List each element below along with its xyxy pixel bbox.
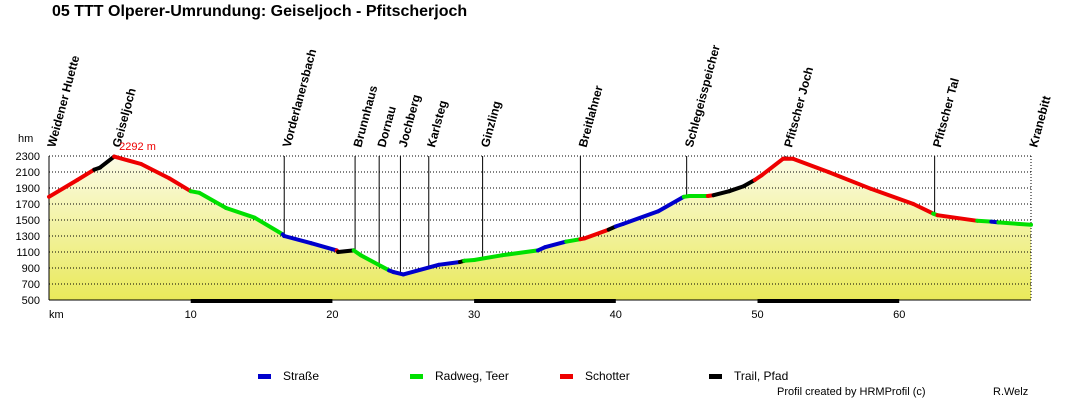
waypoint-label: Dornau <box>375 105 399 149</box>
footer-credit: Profil created by HRMProfil (c) <box>777 386 926 398</box>
legend-label-schotter: Schotter <box>585 369 630 383</box>
profile-segment-black <box>98 154 117 170</box>
legend-item-radweg: Radweg, Teer <box>410 369 509 383</box>
profile-segment-green <box>358 253 392 273</box>
legend-label-radweg: Radweg, Teer <box>435 369 509 383</box>
x-tick-label: 40 <box>610 309 622 321</box>
profile-segment-green <box>996 220 1033 227</box>
profile-segment-black <box>741 178 757 189</box>
legend-label-trail: Trail, Pfad <box>734 369 789 383</box>
y-tick-label: 2300 <box>16 151 40 163</box>
profile-segment-red <box>868 186 916 206</box>
profile-segment-black <box>336 248 356 254</box>
x-scale-bar <box>474 299 616 303</box>
y-tick-label: 1100 <box>16 247 40 259</box>
x-scale-bar <box>757 299 900 303</box>
x-axis-label: km <box>49 309 64 321</box>
profile-segment-red <box>759 156 785 178</box>
waypoint-label: Schlegeisspeicher <box>682 43 723 149</box>
y-axis-label: hm <box>18 133 33 145</box>
profile-segment-blue <box>309 241 339 253</box>
profile-segment-blue <box>401 262 441 277</box>
profile-segment-blue <box>436 260 462 267</box>
profile-segment-green <box>472 253 505 262</box>
profile-segment-red <box>935 213 980 223</box>
y-tick-label: 1500 <box>16 215 40 227</box>
waypoint-label: Vorderlanersbach <box>280 47 320 148</box>
profile-segment-black <box>727 184 746 194</box>
y-tick-label: 1900 <box>16 183 40 195</box>
profile-segment-red <box>47 178 80 199</box>
profile-segment-black <box>711 189 732 198</box>
x-tick-label: 20 <box>326 309 338 321</box>
legend-item-schotter: Schotter <box>560 369 630 383</box>
y-tick-label: 1300 <box>16 231 40 243</box>
profile-segment-red <box>139 162 172 181</box>
y-tick-label: 700 <box>22 279 40 291</box>
profile-segment-red <box>582 227 611 241</box>
waypoint-label: Jochberg <box>396 93 424 149</box>
profile-segment-green <box>252 215 285 237</box>
y-tick-label: 1700 <box>16 199 40 211</box>
profile-segment-green <box>975 218 994 224</box>
profile-segment-blue <box>282 234 314 246</box>
profile-area <box>49 156 1031 300</box>
profile-segment-blue <box>543 239 569 250</box>
footer-author: R.Welz <box>993 386 1029 398</box>
profile-segment-blue <box>656 194 686 214</box>
profile-segment-red <box>112 154 144 166</box>
x-tick-label: 60 <box>893 309 905 321</box>
legend-item-strasse: Straße <box>258 369 319 383</box>
legend-swatch-schotter <box>560 373 573 379</box>
legend-swatch-strasse <box>258 373 271 379</box>
max-elevation-label: 2292 m <box>119 141 156 153</box>
legend-swatch-radweg <box>410 373 423 379</box>
x-tick-label: 10 <box>185 309 197 321</box>
waypoint-label: Pfitscher Joch <box>781 65 816 149</box>
waypoint-label: Breitlahner <box>576 84 606 149</box>
profile-segment-red <box>790 156 831 174</box>
profile-segment-green <box>500 248 540 258</box>
legend-swatch-trail <box>709 373 722 379</box>
waypoint-label: Ginzling <box>478 99 504 148</box>
waypoint-label: Geiseljoch <box>110 87 139 149</box>
waypoint-label: Kranebitt <box>1026 94 1053 149</box>
legend-item-trail: Trail, Pfad <box>709 369 788 383</box>
profile-segment-red <box>75 167 97 182</box>
y-tick-label: 2100 <box>16 167 40 179</box>
waypoint-label: Weidener Huette <box>44 54 82 149</box>
profile-segment-green <box>564 237 583 244</box>
profile-segment-green <box>224 206 257 220</box>
waypoint-label: Pfitscher Tal <box>930 76 962 148</box>
profile-segment-green <box>197 190 229 210</box>
profile-segment-red <box>911 202 936 216</box>
legend-label-strasse: Straße <box>283 369 320 383</box>
x-tick-label: 50 <box>751 309 763 321</box>
waypoint-label: Karlsteg <box>424 99 450 149</box>
chart-title: 05 TTT Olperer-Umrundung: Geiseljoch - P… <box>52 3 468 20</box>
profile-segment-blue <box>620 209 661 226</box>
x-scale-bar <box>190 299 333 303</box>
y-tick-label: 500 <box>22 295 40 307</box>
profile-segment-red <box>826 170 873 191</box>
x-tick-label: 30 <box>468 309 480 321</box>
y-tick-label: 900 <box>22 263 40 275</box>
profile-segment-red <box>167 176 193 194</box>
